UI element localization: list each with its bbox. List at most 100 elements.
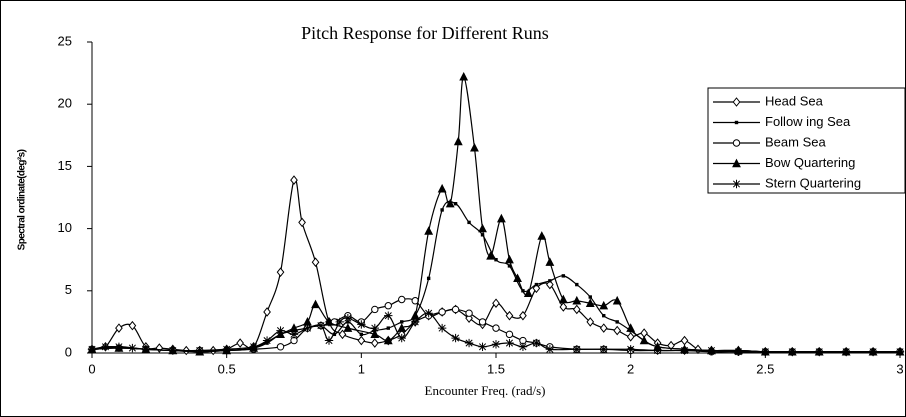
marker xyxy=(478,318,487,326)
marker xyxy=(505,338,514,348)
marker xyxy=(534,282,539,287)
x-axis-label: Encounter Freq. (rad/s) xyxy=(425,383,546,398)
marker xyxy=(545,257,555,266)
marker xyxy=(168,346,177,355)
marker xyxy=(895,347,905,356)
marker xyxy=(370,323,379,333)
y-tick-label: 15 xyxy=(58,158,72,173)
marker xyxy=(249,342,258,351)
marker xyxy=(815,347,824,356)
marker xyxy=(599,323,608,333)
marker xyxy=(384,311,393,320)
marker xyxy=(467,220,471,225)
marker xyxy=(459,71,469,81)
legend-marker xyxy=(732,139,741,147)
marker xyxy=(451,333,460,343)
marker xyxy=(788,347,797,356)
marker xyxy=(440,208,444,212)
marker xyxy=(470,142,479,152)
marker xyxy=(494,258,498,262)
marker xyxy=(599,345,608,354)
marker xyxy=(426,276,431,281)
marker xyxy=(518,342,528,351)
marker xyxy=(505,254,514,264)
marker xyxy=(262,336,272,345)
marker xyxy=(386,326,390,330)
marker xyxy=(532,338,541,348)
marker xyxy=(667,340,675,351)
marker xyxy=(537,231,547,240)
marker xyxy=(324,317,334,326)
marker xyxy=(398,295,406,304)
marker xyxy=(558,294,568,304)
marker xyxy=(586,317,595,327)
legend-label: Beam Sea xyxy=(765,134,826,149)
x-tick-label: 0 xyxy=(88,361,95,376)
marker xyxy=(276,326,285,335)
marker xyxy=(437,323,447,333)
legend-marker xyxy=(732,97,741,107)
marker xyxy=(141,345,151,354)
legend-marker xyxy=(732,179,741,189)
marker xyxy=(496,213,506,223)
marker xyxy=(128,320,137,331)
x-tick-label: 3 xyxy=(896,361,903,376)
marker xyxy=(505,330,514,339)
marker xyxy=(311,299,320,309)
marker xyxy=(561,274,566,278)
marker xyxy=(492,298,500,309)
marker xyxy=(316,321,326,330)
marker xyxy=(424,226,434,235)
marker xyxy=(545,345,555,354)
marker xyxy=(357,335,366,346)
marker xyxy=(114,342,124,351)
marker xyxy=(371,305,379,314)
marker xyxy=(626,323,636,332)
marker xyxy=(397,333,406,343)
marker xyxy=(615,320,619,324)
marker xyxy=(639,335,649,345)
x-tick-label: 2 xyxy=(627,361,634,376)
marker xyxy=(303,323,312,333)
marker xyxy=(335,317,344,327)
legend-label: Follow ing Sea xyxy=(765,114,851,129)
marker xyxy=(87,345,97,354)
marker xyxy=(572,304,581,315)
marker xyxy=(276,343,285,351)
marker xyxy=(411,317,420,327)
marker xyxy=(128,343,137,353)
x-tick-label: 1 xyxy=(358,361,365,376)
marker xyxy=(424,308,433,318)
marker xyxy=(276,267,285,277)
marker xyxy=(384,302,392,310)
marker xyxy=(626,332,635,342)
marker xyxy=(707,346,716,355)
marker xyxy=(464,338,474,348)
marker xyxy=(263,307,271,317)
marker xyxy=(383,335,393,345)
marker xyxy=(451,305,460,314)
marker xyxy=(572,345,581,354)
marker xyxy=(612,295,622,305)
marker xyxy=(546,279,554,290)
y-tick-label: 20 xyxy=(58,96,72,111)
marker xyxy=(101,342,110,351)
marker xyxy=(653,346,662,355)
marker xyxy=(453,136,463,146)
marker xyxy=(115,323,123,333)
marker xyxy=(236,338,244,348)
marker xyxy=(478,223,487,233)
marker xyxy=(585,298,595,307)
marker xyxy=(532,283,541,294)
marker xyxy=(453,202,458,206)
marker xyxy=(588,295,592,299)
marker xyxy=(290,175,298,185)
legend-label: Head Sea xyxy=(765,93,824,108)
marker xyxy=(572,295,582,305)
marker xyxy=(761,347,770,356)
marker xyxy=(486,251,496,260)
marker xyxy=(465,309,473,317)
x-tick-label: 0.5 xyxy=(218,361,236,376)
y-tick-label: 10 xyxy=(58,220,72,235)
